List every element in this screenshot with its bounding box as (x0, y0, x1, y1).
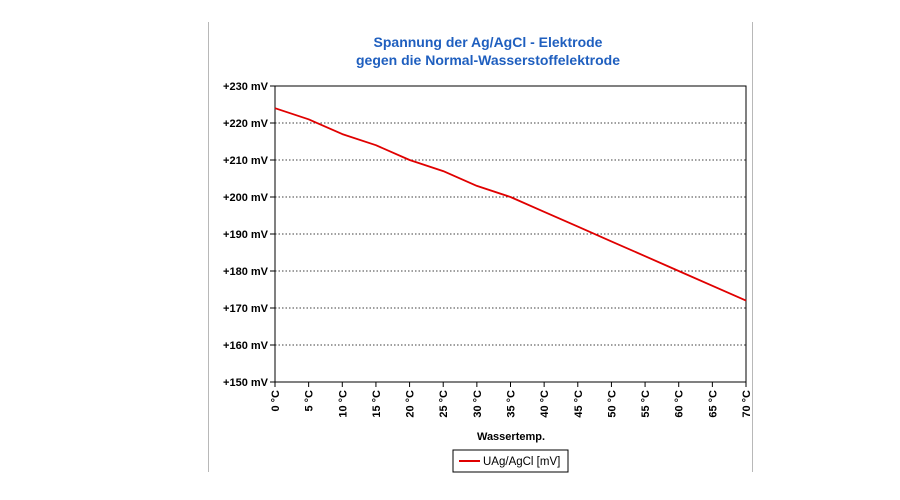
x-tick-label: 40 °C (539, 390, 551, 418)
x-tick-label: 15 °C (371, 390, 383, 418)
legend: UAg/AgCl [mV] (452, 449, 569, 473)
chart-title-line-1: Spannung der Ag/AgCl - Elektrode (374, 34, 603, 50)
x-tick-label: 45 °C (573, 390, 585, 418)
y-tick-label: +210 mV (223, 155, 269, 167)
y-tick-label: +200 mV (223, 192, 269, 204)
axis-ticks (270, 85, 747, 387)
x-axis-tick-labels: 0 °C 5 °C 10 °C 15 °C 20 °C 25 °C 30 °C 35 °C 40… (270, 390, 753, 418)
y-tick-label: +170 mV (223, 303, 269, 315)
x-tick-label: 30 °C (472, 390, 484, 418)
x-tick-label: 35 °C (506, 390, 518, 418)
x-tick-label: 50 °C (606, 390, 618, 418)
y-tick-label: +220 mV (223, 118, 269, 130)
y-tick-label: +230 mV (223, 81, 269, 93)
x-tick-label: 70 °C (741, 390, 753, 418)
frame-left-border (208, 22, 209, 472)
x-tick-label: 25 °C (438, 390, 450, 418)
y-tick-label: +190 mV (223, 229, 269, 241)
chart-title-line-2: gegen die Normal-Wasserstoffelektrode (356, 52, 620, 68)
gridlines (275, 122, 746, 346)
x-axis-label: Wassertemp. (477, 431, 545, 443)
y-axis-tick-labels: +150 mV +160 mV +170 mV +180 mV +190 mV +200 … (223, 81, 269, 389)
y-tick-label: +160 mV (223, 340, 269, 352)
x-tick-label: 20 °C (405, 390, 417, 418)
x-tick-label: 0 °C (270, 390, 282, 412)
x-tick-label: 65 °C (707, 390, 719, 418)
legend-label: UAg/AgCl [mV] (483, 456, 560, 468)
series-line (274, 107, 747, 302)
x-tick-label: 10 °C (337, 390, 349, 418)
y-tick-label: +180 mV (223, 266, 269, 278)
x-tick-label: 60 °C (674, 390, 686, 418)
x-tick-label: 5 °C (304, 390, 316, 412)
x-tick-label: 55 °C (640, 390, 652, 418)
y-tick-label: +150 mV (223, 377, 269, 389)
legend-box (452, 449, 569, 473)
series-lines (274, 107, 747, 302)
frame-right-border (752, 22, 753, 472)
